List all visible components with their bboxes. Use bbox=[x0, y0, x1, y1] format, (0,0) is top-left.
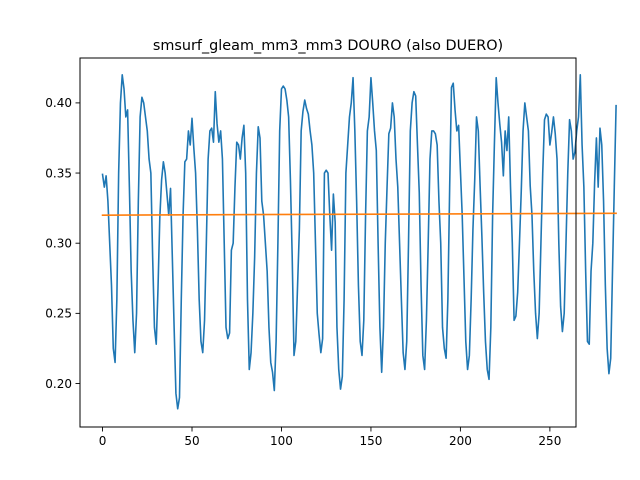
y-tick-label: 0.30 bbox=[45, 237, 72, 251]
x-tick-label: 250 bbox=[538, 434, 561, 448]
axes-frame bbox=[79, 57, 577, 428]
x-tick-label: 150 bbox=[359, 434, 382, 448]
x-tick-label: 50 bbox=[184, 434, 199, 448]
plot-area bbox=[101, 74, 617, 410]
y-axis: 0.20 0.25 0.30 0.35 0.40 bbox=[45, 96, 80, 391]
x-tick-label: 0 bbox=[99, 434, 107, 448]
x-tick-label: 200 bbox=[449, 434, 472, 448]
series-line-trend bbox=[101, 212, 617, 216]
y-tick-label: 0.25 bbox=[45, 307, 72, 321]
y-tick-label: 0.20 bbox=[45, 377, 72, 391]
y-tick-label: 0.40 bbox=[45, 96, 72, 110]
chart-title: smsurf_gleam_mm3_mm3 DOURO (also DUERO) bbox=[153, 38, 503, 54]
series-line-primary bbox=[101, 74, 617, 410]
x-tick-label: 100 bbox=[270, 434, 293, 448]
y-tick-label: 0.35 bbox=[45, 166, 72, 180]
x-axis: 0 50 100 150 200 250 bbox=[99, 427, 561, 448]
